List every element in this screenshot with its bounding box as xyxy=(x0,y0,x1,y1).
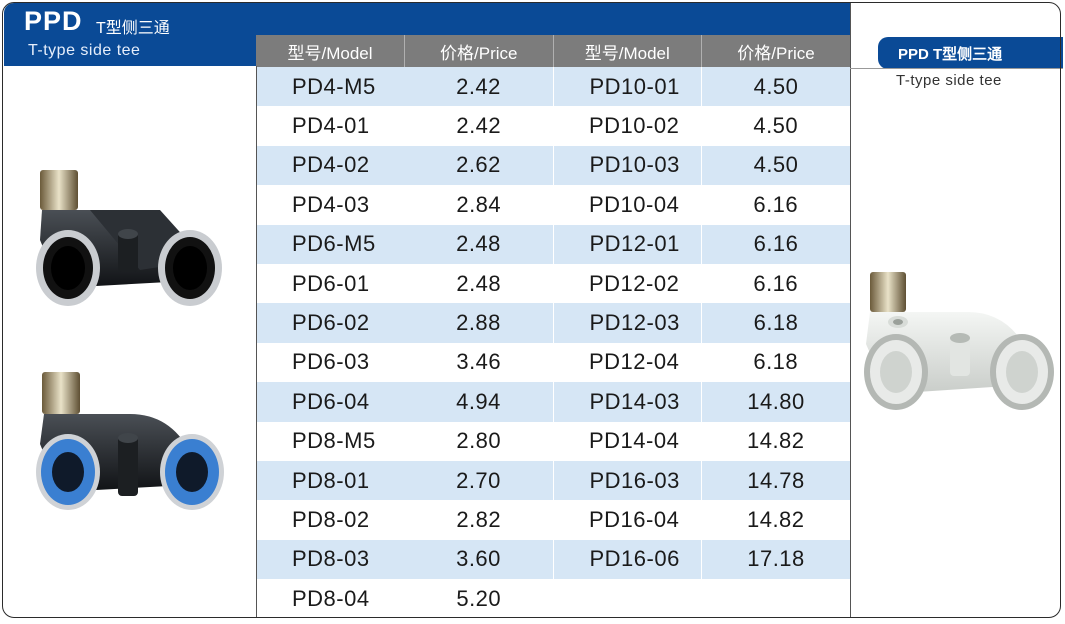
table-header-row: 型号/Model 价格/Price 型号/Model 价格/Price xyxy=(256,35,850,67)
price-cell xyxy=(701,579,850,619)
model-cell: PD16-06 xyxy=(552,539,702,580)
side-title-badge xyxy=(878,37,1063,69)
model-cell: PD10-02 xyxy=(553,106,702,146)
model-cell: PD12-04 xyxy=(553,342,702,383)
column-header-model: 型号/Model xyxy=(552,35,702,67)
model-cell: PD8-02 xyxy=(256,500,405,540)
price-cell: 6.16 xyxy=(701,185,850,225)
price-cell: 4.94 xyxy=(404,382,553,422)
price-cell: 5.20 xyxy=(404,579,553,619)
price-cell: 2.62 xyxy=(404,145,553,186)
price-cell: 2.42 xyxy=(404,67,553,107)
blue-tee-fitting-image xyxy=(36,372,224,510)
price-cell: 4.50 xyxy=(701,145,850,186)
model-cell: PD8-04 xyxy=(256,579,405,619)
price-table: 型号/Model 价格/Price 型号/Model 价格/Price PD4-… xyxy=(256,35,850,619)
price-cell: 3.60 xyxy=(404,539,553,580)
brand-title-cn: T型侧三通 xyxy=(96,20,170,37)
model-cell: PD12-03 xyxy=(552,303,702,343)
column-header-price: 价格/Price xyxy=(701,35,850,67)
model-cell: PD4-03 xyxy=(256,185,405,225)
brand-title: PPD xyxy=(24,6,83,36)
price-cell: 14.80 xyxy=(701,382,850,422)
white-tee-fitting-image xyxy=(864,272,1054,410)
header-bar-lower xyxy=(4,36,256,66)
column-divider xyxy=(256,66,257,618)
table-row: PD4-M5 2.42 PD10-01 4.50 xyxy=(256,67,850,107)
model-cell: PD10-03 xyxy=(552,145,702,186)
price-cell: 2.84 xyxy=(404,185,553,225)
price-cell: 14.82 xyxy=(701,421,850,461)
table-row: PD6-03 3.46 PD12-04 6.18 xyxy=(256,342,850,383)
price-cell: 2.82 xyxy=(404,500,553,540)
price-cell: 6.16 xyxy=(701,224,850,264)
side-subtitle: T-type side tee xyxy=(896,72,1002,89)
side-divider xyxy=(850,68,1063,69)
price-cell: 14.82 xyxy=(701,500,850,540)
price-cell: 2.80 xyxy=(404,421,553,461)
model-cell: PD8-01 xyxy=(256,460,405,501)
model-cell: PD6-03 xyxy=(256,342,405,383)
column-header-price: 价格/Price xyxy=(404,35,553,67)
price-cell: 6.18 xyxy=(701,342,850,383)
model-cell: PD10-04 xyxy=(553,185,702,225)
price-cell: 2.42 xyxy=(404,106,553,146)
price-cell: 3.46 xyxy=(404,342,553,383)
price-cell: 2.48 xyxy=(404,224,553,264)
table-row: PD6-01 2.48 PD12-02 6.16 xyxy=(256,263,850,304)
model-cell: PD6-02 xyxy=(256,303,405,343)
table-row: PD4-03 2.84 PD10-04 6.16 xyxy=(256,185,850,225)
table-row: PD8-03 3.60 PD16-06 17.18 xyxy=(256,539,850,580)
model-cell: PD12-01 xyxy=(552,224,702,264)
side-title: PPD T型侧三通 xyxy=(898,46,1003,63)
price-cell: 4.50 xyxy=(701,106,850,146)
table-row: PD6-M5 2.48 PD12-01 6.16 xyxy=(256,224,850,264)
table-row: PD6-02 2.88 PD12-03 6.18 xyxy=(256,303,850,343)
price-cell: 6.18 xyxy=(701,303,850,343)
table-row: PD8-02 2.82 PD16-04 14.82 xyxy=(256,500,850,540)
model-cell: PD16-03 xyxy=(552,460,702,501)
model-cell: PD14-03 xyxy=(552,382,702,422)
model-cell: PD12-02 xyxy=(553,263,702,304)
model-cell: PD16-04 xyxy=(553,500,702,540)
column-divider xyxy=(850,3,851,618)
model-cell: PD8-M5 xyxy=(256,421,405,461)
model-cell: PD4-M5 xyxy=(256,67,405,107)
model-cell xyxy=(553,579,702,619)
price-cell: 17.18 xyxy=(701,539,850,580)
black-tee-fitting-image xyxy=(36,170,222,306)
table-row: PD4-02 2.62 PD10-03 4.50 xyxy=(256,145,850,186)
price-cell: 2.88 xyxy=(404,303,553,343)
model-cell: PD6-M5 xyxy=(256,224,405,264)
model-cell: PD6-04 xyxy=(256,382,405,422)
price-cell: 14.78 xyxy=(701,460,850,501)
table-row: PD8-M5 2.80 PD14-04 14.82 xyxy=(256,421,850,461)
column-header-model: 型号/Model xyxy=(256,35,405,67)
price-cell: 4.50 xyxy=(701,67,850,107)
table-row: PD8-04 5.20 xyxy=(256,579,850,619)
price-cell: 6.16 xyxy=(701,263,850,304)
model-cell: PD6-01 xyxy=(256,263,405,304)
table-row: PD4-01 2.42 PD10-02 4.50 xyxy=(256,106,850,146)
model-cell: PD4-01 xyxy=(256,106,405,146)
price-cell: 2.70 xyxy=(404,460,553,501)
model-cell: PD14-04 xyxy=(553,421,702,461)
model-cell: PD8-03 xyxy=(256,539,405,580)
table-row: PD8-01 2.70 PD16-03 14.78 xyxy=(256,460,850,501)
price-cell: 2.48 xyxy=(404,263,553,304)
brand-subtitle: T-type side tee xyxy=(28,42,141,59)
model-cell: PD10-01 xyxy=(552,67,702,107)
model-cell: PD4-02 xyxy=(256,145,405,186)
table-row: PD6-04 4.94 PD14-03 14.80 xyxy=(256,382,850,422)
